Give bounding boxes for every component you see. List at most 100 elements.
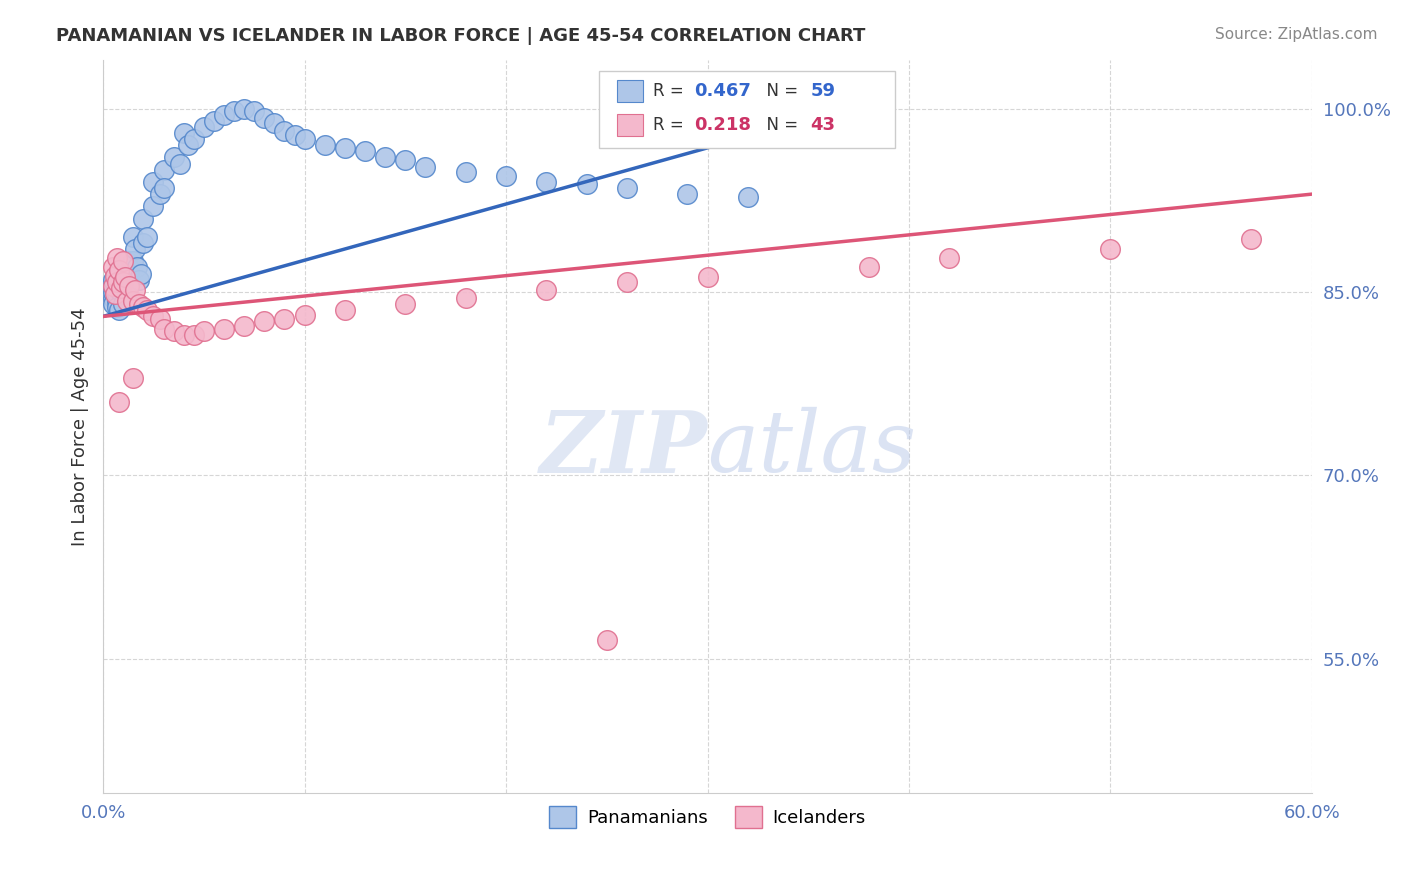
Point: [112, 275, 135, 289]
Point: [183, 132, 205, 146]
Point: [222, 103, 245, 118]
Point: [118, 278, 141, 293]
Point: [103, 273, 125, 287]
Point: [858, 260, 880, 275]
Point: [103, 297, 125, 311]
Point: [162, 324, 184, 338]
Point: [212, 321, 235, 335]
Point: [193, 324, 215, 338]
Point: [233, 102, 256, 116]
Point: [193, 120, 215, 134]
Point: [117, 278, 139, 293]
Point: [938, 251, 960, 265]
Point: [105, 275, 128, 289]
Point: [112, 260, 135, 275]
Point: [122, 293, 145, 308]
Point: [103, 278, 125, 293]
Point: [253, 112, 276, 126]
Point: [162, 150, 184, 164]
Point: [105, 287, 128, 301]
Point: [103, 291, 125, 305]
Point: [132, 300, 155, 314]
Text: atlas: atlas: [707, 407, 917, 490]
Point: [454, 165, 477, 179]
Point: [394, 297, 416, 311]
Point: [152, 162, 174, 177]
Text: R =: R =: [654, 82, 689, 100]
Point: [117, 254, 139, 268]
FancyBboxPatch shape: [599, 70, 894, 148]
Point: [112, 254, 135, 268]
Point: [142, 310, 165, 324]
Point: [122, 254, 145, 268]
Point: [536, 283, 558, 297]
Y-axis label: In Labor Force | Age 45-54: In Labor Force | Age 45-54: [72, 307, 89, 546]
Point: [112, 297, 135, 311]
Point: [108, 303, 131, 318]
Point: [105, 300, 128, 314]
Point: [394, 153, 416, 167]
Point: [110, 281, 132, 295]
Point: [177, 138, 200, 153]
Point: [105, 251, 128, 265]
Point: [243, 103, 266, 118]
Legend: Panamanians, Icelanders: Panamanians, Icelanders: [541, 799, 873, 836]
Point: [374, 150, 396, 164]
Point: [131, 267, 153, 281]
Point: [114, 270, 136, 285]
Point: [128, 297, 150, 311]
Point: [142, 175, 165, 189]
Point: [415, 160, 437, 174]
Point: [575, 178, 598, 192]
Point: [169, 156, 191, 170]
Point: [294, 132, 316, 146]
Point: [136, 303, 159, 318]
Point: [616, 181, 638, 195]
Point: [108, 283, 131, 297]
Point: [354, 145, 377, 159]
Text: 0.218: 0.218: [695, 116, 751, 134]
Point: [142, 199, 165, 213]
Point: [212, 108, 235, 122]
Point: [173, 327, 195, 342]
Point: [314, 138, 336, 153]
Point: [696, 270, 718, 285]
Point: [118, 267, 141, 281]
Text: N =: N =: [756, 82, 803, 100]
Point: [616, 275, 638, 289]
Point: [128, 273, 150, 287]
Text: PANAMANIAN VS ICELANDER IN LABOR FORCE | AGE 45-54 CORRELATION CHART: PANAMANIAN VS ICELANDER IN LABOR FORCE |…: [56, 27, 866, 45]
Point: [536, 175, 558, 189]
Point: [273, 311, 295, 326]
FancyBboxPatch shape: [617, 113, 644, 136]
Point: [152, 321, 174, 335]
Point: [333, 303, 356, 318]
Text: Source: ZipAtlas.com: Source: ZipAtlas.com: [1215, 27, 1378, 42]
Text: 59: 59: [810, 82, 835, 100]
Point: [148, 311, 170, 326]
Point: [263, 116, 285, 130]
Point: [294, 308, 316, 322]
Point: [108, 263, 131, 277]
Point: [122, 230, 145, 244]
Point: [124, 242, 146, 256]
Point: [104, 268, 127, 283]
Point: [202, 113, 225, 128]
Point: [253, 314, 276, 328]
Point: [152, 181, 174, 195]
Point: [103, 278, 125, 293]
Point: [104, 287, 127, 301]
Point: [103, 260, 125, 275]
Point: [124, 283, 146, 297]
Point: [596, 633, 619, 648]
Text: 43: 43: [810, 116, 835, 134]
Text: ZIP: ZIP: [540, 407, 707, 491]
FancyBboxPatch shape: [617, 80, 644, 103]
Point: [103, 285, 125, 299]
Point: [283, 128, 305, 143]
Text: R =: R =: [654, 116, 689, 134]
Point: [1099, 242, 1122, 256]
Point: [273, 123, 295, 137]
Point: [454, 291, 477, 305]
Point: [333, 141, 356, 155]
